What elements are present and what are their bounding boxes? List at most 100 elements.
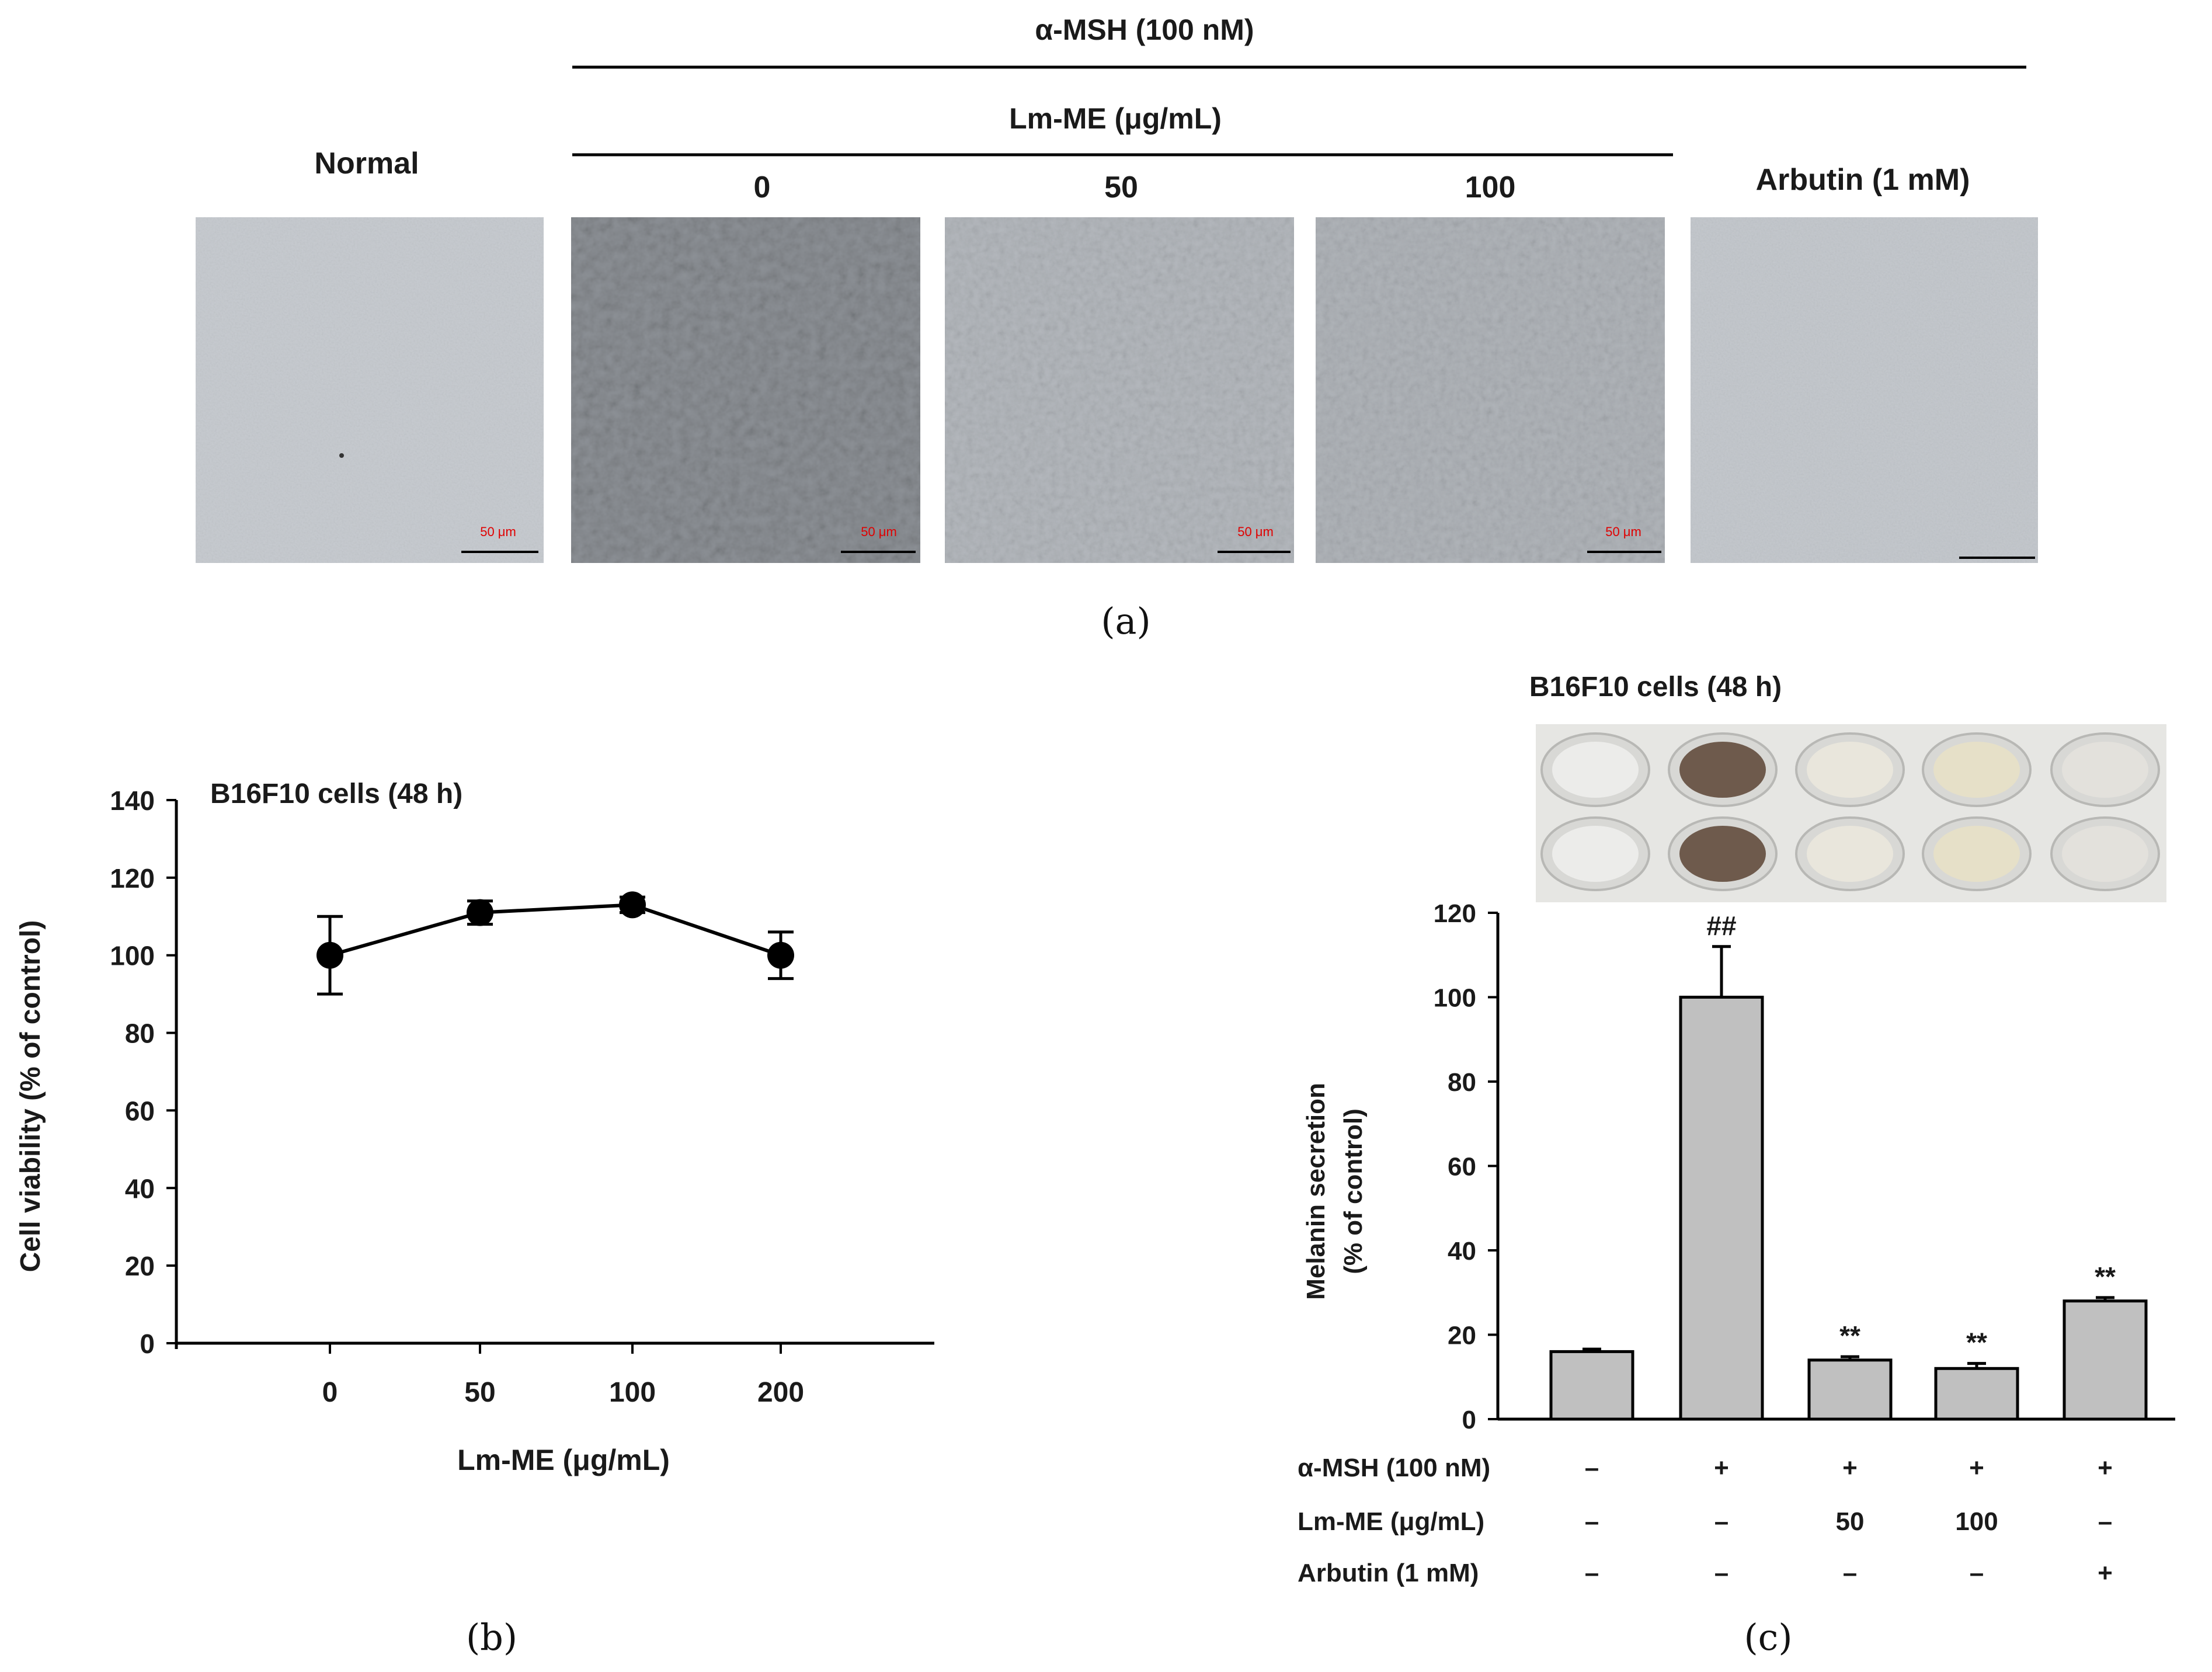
condition-value: 100 [1955, 1507, 1998, 1536]
micrograph-msh-100: 50 μm [1316, 217, 1665, 563]
bar [1679, 996, 1764, 1421]
y-tick-label: 140 [110, 785, 155, 816]
y-tick-label: 60 [125, 1096, 155, 1126]
bar [1807, 1358, 1893, 1421]
data-point [767, 930, 794, 981]
well-content [2062, 742, 2148, 798]
scale-bar-label: 50 μm [480, 524, 516, 539]
y-tick-label: 100 [1434, 984, 1476, 1013]
data-point [467, 899, 493, 926]
well-content [2062, 826, 2148, 882]
bar-group: ** [1807, 1320, 1893, 1421]
dose-label-100: 100 [1465, 171, 1516, 204]
y-tick-label: 0 [1462, 1406, 1476, 1434]
significance-label: ** [2095, 1261, 2116, 1292]
panel-c-label: (c) [1744, 1616, 1792, 1659]
condition-value: – [1714, 1559, 1728, 1587]
y-tick-label: 100 [110, 941, 155, 971]
normal-label: Normal [314, 147, 419, 180]
chart-c-ylabel-line1: Melanin secretion [1302, 1083, 1330, 1300]
chart-b-title: B16F10 cells (48 h) [210, 778, 462, 809]
condition-row-label: Arbutin (1 mM) [1298, 1559, 1479, 1587]
data-point [619, 891, 646, 919]
bar [1549, 1350, 1634, 1421]
condition-value: – [2098, 1507, 2112, 1536]
chart-c-title: B16F10 cells (48 h) [1529, 672, 1782, 703]
micrograph-arbutin [1691, 217, 2038, 563]
series-line [329, 903, 781, 957]
significance-label: ## [1706, 910, 1736, 941]
x-tick-label: 100 [609, 1377, 656, 1408]
y-tick-label: 60 [1448, 1153, 1476, 1181]
condition-value: – [1585, 1559, 1599, 1587]
x-tick-label: 200 [757, 1377, 804, 1408]
chart-b-xlabel: Lm-ME (μg/mL) [457, 1444, 670, 1476]
condition-value: – [1714, 1507, 1728, 1536]
micrograph-msh-50: 50 μm [945, 217, 1294, 563]
y-tick-label: 80 [1448, 1068, 1476, 1097]
well-content [1933, 742, 2020, 798]
alpha-msh-header: α-MSH (100 nM) [1035, 13, 1254, 46]
bar [1934, 1367, 2019, 1421]
panel-b-chart: B16F10 cells (48 h) Cell viability (% of… [15, 778, 934, 1659]
condition-value: + [1842, 1454, 1858, 1482]
condition-value: – [1843, 1559, 1857, 1587]
condition-value: – [1585, 1507, 1599, 1536]
y-tick-label: 120 [110, 863, 155, 894]
panel-a-label: (a) [1101, 600, 1150, 642]
condition-value: 50 [1836, 1507, 1865, 1536]
bar [2063, 1299, 2148, 1421]
y-tick-label: 0 [140, 1329, 155, 1359]
marker [767, 941, 794, 969]
condition-value: + [1714, 1454, 1729, 1482]
data-point [317, 915, 343, 996]
micrograph-normal: 50 μm [196, 217, 544, 563]
y-tick-label: 40 [1448, 1237, 1476, 1266]
micrograph-msh-0: 50 μm [571, 217, 920, 563]
well-content [1679, 742, 1766, 798]
well-content [1552, 742, 1639, 798]
panel-a: α-MSH (100 nM) Lm-ME (μg/mL) Normal 0 50… [196, 13, 2038, 642]
panel-c-chart: B16F10 cells (48 h) Melanin secretion (%… [1298, 672, 2175, 1659]
x-tick-label: 50 [464, 1377, 495, 1408]
y-tick-label: 40 [125, 1173, 155, 1204]
y-tick-label: 20 [125, 1251, 155, 1281]
significance-label: ** [1839, 1320, 1860, 1351]
well-content [1933, 826, 2020, 882]
condition-row-label: Lm-ME (μg/mL) [1298, 1507, 1484, 1536]
bar-group: ** [1934, 1327, 2019, 1421]
marker [467, 899, 493, 926]
y-tick-label: 80 [125, 1019, 155, 1049]
condition-value: + [1969, 1454, 1984, 1482]
significance-label: ** [1966, 1327, 1987, 1358]
condition-value: + [2098, 1454, 2113, 1482]
well-content [1679, 826, 1766, 882]
condition-value: – [1585, 1454, 1599, 1482]
x-tick-label: 0 [322, 1377, 338, 1408]
condition-value: + [2098, 1559, 2113, 1587]
condition-row-label: α-MSH (100 nM) [1298, 1454, 1490, 1482]
chart-c-ylabel-line2: (% of control) [1339, 1108, 1368, 1274]
marker [317, 941, 343, 969]
bar-group: ** [2063, 1261, 2148, 1421]
bar-group [1549, 1347, 1634, 1421]
well-content [1552, 826, 1639, 882]
chart-b-ylabel: Cell viability (% of control) [15, 920, 46, 1273]
y-tick-label: 120 [1434, 899, 1476, 928]
scale-bar-label: 50 μm [1237, 524, 1274, 539]
marker [619, 891, 646, 919]
well-plate-photo [1536, 724, 2166, 902]
scale-bar-label: 50 μm [1605, 524, 1641, 539]
arbutin-label: Arbutin (1 mM) [1756, 163, 1970, 197]
well-content [1807, 742, 1893, 798]
dose-label-0: 0 [754, 171, 771, 204]
well-content [1807, 826, 1893, 882]
bar-group: ## [1679, 910, 1764, 1421]
condition-value: – [1970, 1559, 1984, 1587]
scale-bar-label: 50 μm [861, 524, 897, 539]
dose-label-50: 50 [1104, 171, 1138, 204]
lm-me-header: Lm-ME (μg/mL) [1009, 102, 1222, 135]
panel-b-label: (b) [466, 1616, 517, 1659]
y-tick-label: 20 [1448, 1322, 1476, 1350]
